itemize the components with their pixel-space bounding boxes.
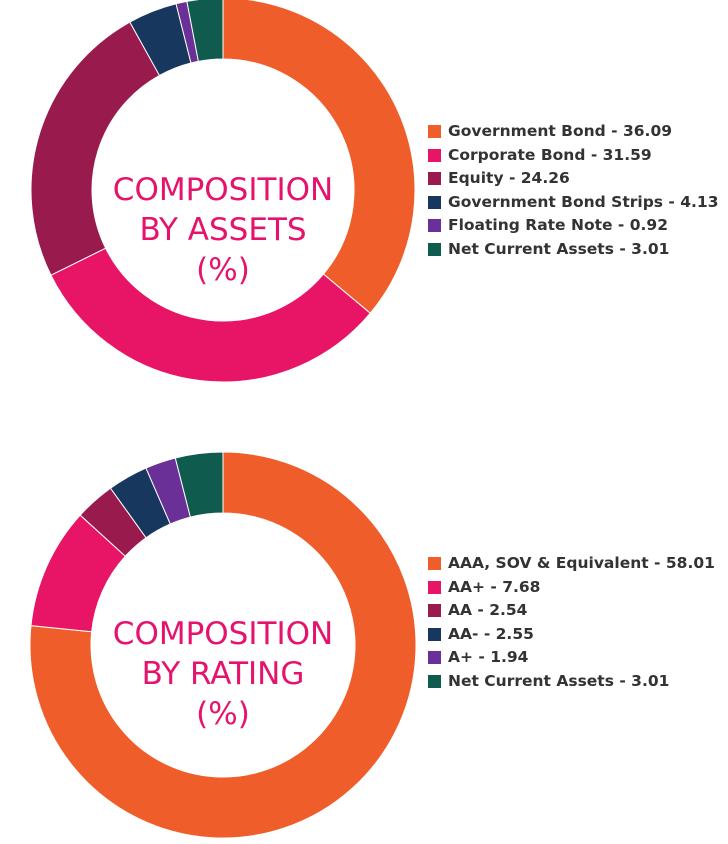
legend-label: Net Current Assets - 3.01 bbox=[448, 671, 670, 690]
legend-swatch bbox=[428, 195, 441, 209]
legend-label: Government Bond - 36.09 bbox=[448, 122, 673, 140]
donut-slice-0 bbox=[29, 451, 417, 839]
legend-swatch bbox=[428, 125, 441, 138]
legend-label: Floating Rate Note - 0.92 bbox=[448, 216, 668, 235]
legend-label: Corporate Bond - 31.59 bbox=[448, 145, 652, 164]
rating-center-title: COMPOSITION BY RATING (%) bbox=[92, 614, 354, 734]
legend-item-corporate-bond: Corporate Bond - 31.59 bbox=[428, 144, 718, 168]
legend-label: Equity - 24.26 bbox=[448, 169, 570, 188]
legend-label: Government Bond Strips - 4.13 bbox=[448, 192, 719, 211]
assets-center-title: COMPOSITION BY ASSETS (%) bbox=[92, 170, 354, 290]
composition-by-assets-chart: COMPOSITION BY ASSETS (%) Government Bon… bbox=[0, 0, 728, 400]
legend-swatch bbox=[428, 172, 441, 186]
assets-title-line-1: COMPOSITION bbox=[112, 172, 334, 208]
donut-slice-0 bbox=[222, 0, 416, 314]
assets-title-line-3: (%) bbox=[196, 252, 250, 288]
rating-donut bbox=[29, 451, 417, 839]
legend-label: AA- - 2.55 bbox=[448, 624, 534, 643]
legend-item-equity: Equity - 24.26 bbox=[428, 167, 718, 191]
composition-by-rating-chart: COMPOSITION BY RATING (%) AAA, SOV & Equ… bbox=[0, 440, 728, 844]
legend-item-aa-plus: AA+ - 7.68 bbox=[428, 576, 728, 600]
legend-swatch bbox=[428, 242, 441, 256]
rating-title-line-3: (%) bbox=[196, 696, 250, 732]
legend-label: AAA, SOV & Equivalent - 58.01 bbox=[448, 554, 715, 572]
legend-item-floating-rate-note: Floating Rate Note - 0.92 bbox=[428, 214, 718, 238]
rating-title-line-2: BY RATING bbox=[141, 656, 305, 692]
legend-swatch bbox=[428, 580, 441, 594]
donut-slice-5 bbox=[174, 451, 224, 518]
assets-legend: Government Bond - 36.09 Corporate Bond -… bbox=[428, 120, 718, 262]
assets-donut bbox=[30, 0, 416, 383]
legend-label: AA - 2.54 bbox=[448, 601, 528, 620]
legend-item-aaa-sov: AAA, SOV & Equivalent - 58.01 bbox=[428, 552, 728, 576]
legend-label: AA+ - 7.68 bbox=[448, 577, 541, 596]
legend-swatch bbox=[428, 219, 441, 233]
donut-slice-1 bbox=[50, 247, 371, 383]
legend-item-net-current-assets: Net Current Assets - 3.01 bbox=[428, 238, 718, 262]
legend-swatch bbox=[428, 557, 441, 570]
legend-item-net-current-assets: Net Current Assets - 3.01 bbox=[428, 670, 728, 694]
rating-legend: AAA, SOV & Equivalent - 58.01 AA+ - 7.68… bbox=[428, 552, 728, 694]
legend-label: Net Current Assets - 3.01 bbox=[448, 239, 670, 258]
rating-title-line-1: COMPOSITION bbox=[112, 616, 334, 652]
legend-swatch bbox=[428, 627, 441, 641]
legend-item-aa: AA - 2.54 bbox=[428, 599, 728, 623]
legend-swatch bbox=[428, 651, 441, 665]
legend-swatch bbox=[428, 674, 441, 688]
legend-label: A+ - 1.94 bbox=[448, 648, 529, 667]
donut-slice-5 bbox=[186, 0, 224, 62]
donut-slice-2 bbox=[30, 21, 161, 276]
legend-item-aa-minus: AA- - 2.55 bbox=[428, 623, 728, 647]
legend-item-government-bond-strips: Government Bond Strips - 4.13 bbox=[428, 191, 718, 215]
legend-item-government-bond: Government Bond - 36.09 bbox=[428, 120, 718, 144]
legend-swatch bbox=[428, 604, 441, 618]
legend-item-a-plus: A+ - 1.94 bbox=[428, 646, 728, 670]
assets-title-line-2: BY ASSETS bbox=[139, 212, 307, 248]
legend-swatch bbox=[428, 148, 441, 162]
